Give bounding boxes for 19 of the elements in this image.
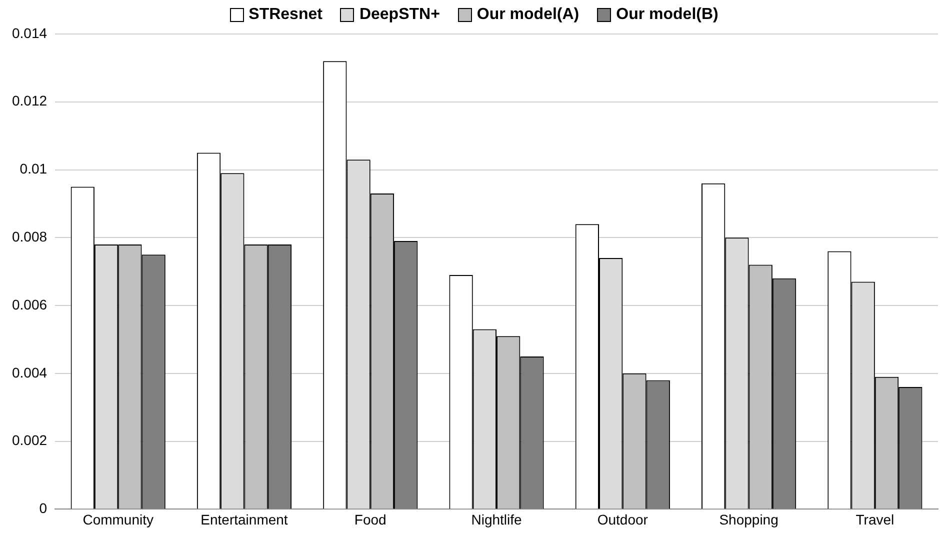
legend-label: DeepSTN+ — [359, 6, 440, 24]
y-tick-label: 0.01 — [20, 160, 48, 177]
y-tick-label: 0.012 — [12, 92, 48, 109]
y-tick-label: 0.004 — [12, 364, 48, 380]
legend-label: Our model(B) — [616, 6, 718, 24]
y-tick-label: 0.014 — [12, 24, 48, 41]
y-tick-label: 0.006 — [12, 296, 48, 312]
x-tick-label: Entertainment — [200, 511, 288, 528]
x-tick-label: Travel — [856, 511, 894, 528]
text: STResnet — [248, 6, 322, 24]
x-tick-label: Outdoor — [597, 511, 648, 528]
x-tick-label: Shopping — [719, 511, 778, 528]
y-tick-label: 0.002 — [12, 432, 48, 448]
y-tick-label: 0 — [39, 500, 48, 516]
x-tick-label: Community — [82, 511, 154, 528]
x-tick-label: Food — [354, 511, 386, 528]
y-tick-label: 0.008 — [12, 228, 48, 245]
x-tick-label: Nightlife — [471, 511, 522, 528]
legend-label: Our model(A) — [476, 6, 580, 24]
